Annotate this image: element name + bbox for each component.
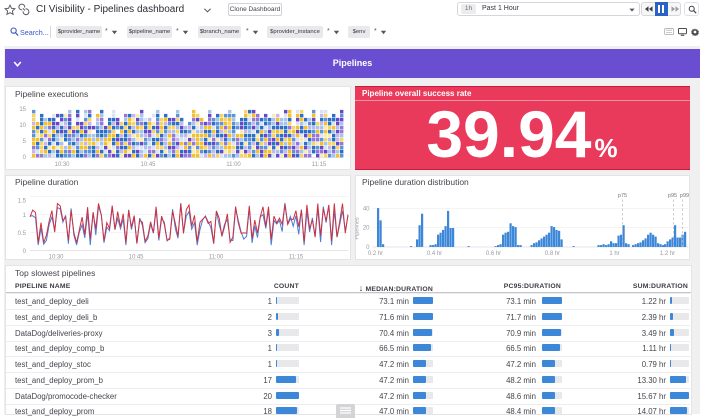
svg-text:10: 10 (19, 123, 26, 129)
svg-text:Pipelines: Pipelines (355, 217, 361, 240)
svg-text:15: 15 (19, 107, 26, 113)
svg-text:20: 20 (362, 225, 369, 231)
svg-text:0: 0 (23, 249, 27, 255)
svg-text:0.4 hr: 0.4 hr (426, 251, 441, 257)
svg-text:0.5: 0.5 (18, 231, 27, 237)
svg-text:0: 0 (23, 155, 27, 161)
svg-text:11:15: 11:15 (289, 254, 304, 260)
svg-text:10:30: 10:30 (48, 254, 64, 260)
svg-text:1.5: 1.5 (18, 198, 27, 204)
svg-text:10:45: 10:45 (128, 254, 144, 260)
svg-text:5: 5 (23, 139, 27, 145)
svg-text:0.8 hr: 0.8 hr (544, 251, 559, 257)
svg-text:1: 1 (23, 213, 27, 219)
svg-text:0: 0 (366, 245, 370, 251)
svg-text:p99: p99 (679, 193, 688, 199)
svg-text:10:45: 10:45 (140, 162, 156, 168)
svg-text:11:00: 11:00 (209, 254, 224, 260)
svg-text:p75: p75 (617, 193, 626, 199)
svg-text:0.2 hr: 0.2 hr (367, 251, 382, 257)
svg-text:40: 40 (362, 206, 369, 212)
svg-text:11:00: 11:00 (226, 162, 241, 168)
svg-text:11:15: 11:15 (312, 162, 327, 168)
svg-text:10:30: 10:30 (54, 162, 70, 168)
svg-text:1.2 hr: 1.2 hr (659, 251, 674, 257)
svg-text:p95: p95 (667, 193, 676, 199)
svg-text:0.6 hr: 0.6 hr (485, 251, 500, 257)
svg-text:1 hr: 1 hr (609, 251, 619, 257)
